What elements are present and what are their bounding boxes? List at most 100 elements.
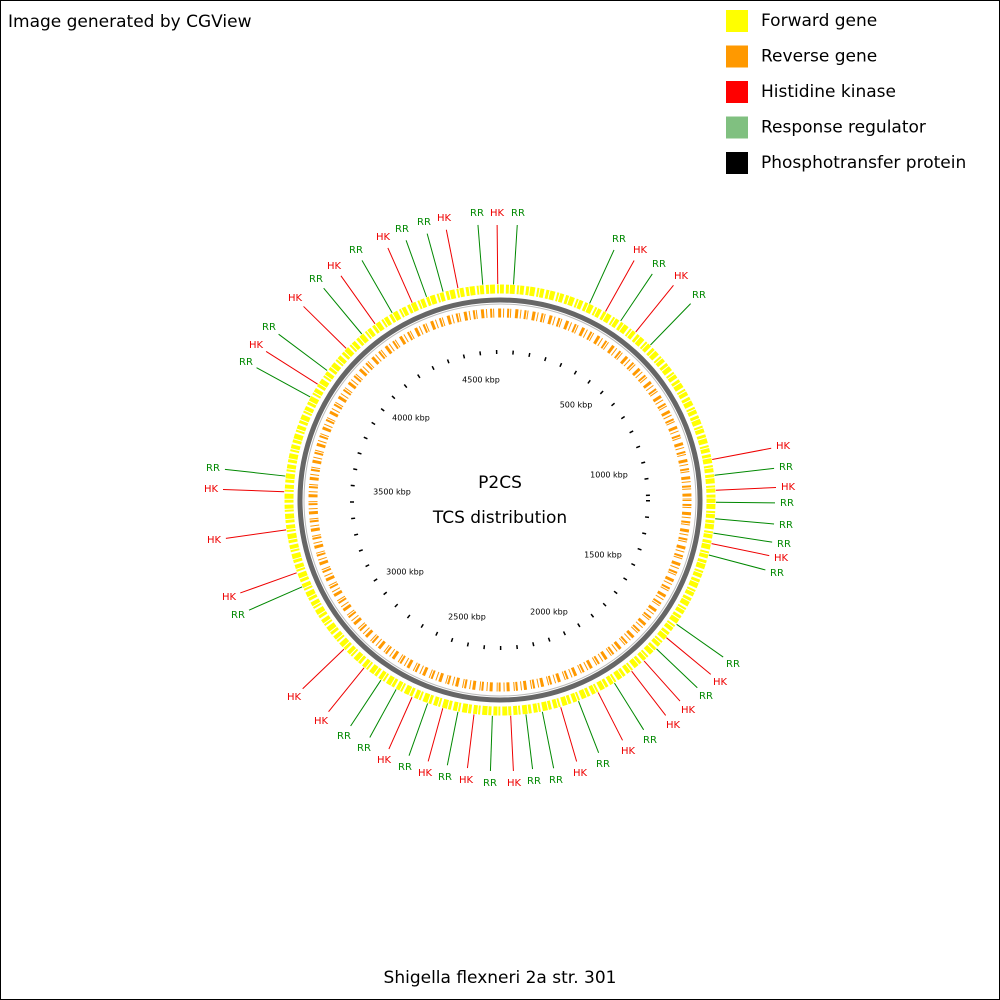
leader-line bbox=[715, 487, 777, 491]
reverse-genes bbox=[308, 308, 692, 692]
feature-label: HK bbox=[776, 441, 791, 452]
leader-line bbox=[541, 711, 555, 769]
leader-line bbox=[388, 697, 413, 750]
feature-label: RR bbox=[527, 776, 541, 787]
feature-label: RR bbox=[398, 762, 412, 773]
feature-label: RR bbox=[309, 274, 323, 285]
feature-label: RR bbox=[777, 539, 791, 550]
feature-label: RR bbox=[438, 772, 452, 783]
backbone bbox=[297, 297, 703, 703]
legend-label: Response regulator bbox=[761, 118, 926, 138]
leader-line bbox=[560, 707, 578, 762]
leader-line bbox=[477, 224, 484, 285]
feature-label: RR bbox=[780, 498, 794, 509]
leader-line bbox=[265, 351, 318, 385]
feature-label: HK bbox=[376, 232, 391, 243]
leader-line bbox=[350, 679, 382, 727]
leader-line bbox=[224, 468, 286, 477]
feature-label: RR bbox=[483, 778, 497, 789]
leader-line bbox=[340, 275, 376, 325]
leader-line bbox=[643, 660, 681, 702]
feature-label: RR bbox=[549, 775, 563, 786]
feature-label: HK bbox=[288, 293, 303, 304]
scale-label: 2500 kbp bbox=[448, 613, 486, 622]
leader-line bbox=[525, 714, 534, 770]
leader-line bbox=[635, 285, 674, 333]
scale-label: 1000 kbp bbox=[590, 471, 628, 480]
leader-line bbox=[614, 682, 645, 731]
feature-label: HK bbox=[774, 553, 789, 564]
leader-line bbox=[666, 637, 712, 675]
feature-label: HK bbox=[204, 484, 219, 495]
scale-label: 3500 kbp bbox=[373, 488, 411, 497]
legend-label: Histidine kinase bbox=[761, 82, 896, 102]
leader-line bbox=[597, 692, 623, 741]
forward-genes bbox=[284, 284, 716, 716]
leader-line bbox=[248, 586, 303, 611]
feature-label: RR bbox=[511, 208, 525, 219]
feature-label: RR bbox=[779, 462, 793, 473]
leader-line bbox=[328, 667, 365, 712]
legend-label: Forward gene bbox=[761, 11, 877, 31]
scale-label: 4000 kbp bbox=[392, 414, 430, 423]
leader-line bbox=[589, 249, 615, 304]
feature-label: RR bbox=[239, 357, 253, 368]
feature-label: HK bbox=[621, 746, 636, 757]
leader-line bbox=[631, 670, 667, 716]
legend-swatch bbox=[726, 116, 748, 139]
leader-line bbox=[605, 260, 635, 312]
leader-line bbox=[427, 708, 444, 762]
leader-line bbox=[445, 229, 459, 289]
feature-label: RR bbox=[699, 691, 713, 702]
feature-label: RR bbox=[206, 463, 220, 474]
leader-line bbox=[513, 224, 518, 285]
scale-label: 1500 kbp bbox=[584, 551, 622, 560]
legend-swatch bbox=[726, 81, 748, 103]
feature-label: RR bbox=[612, 234, 626, 245]
scale-label: 4500 kbp bbox=[462, 376, 500, 385]
feature-label: RR bbox=[692, 290, 706, 301]
scale-ticks bbox=[350, 350, 650, 650]
leader-line bbox=[489, 715, 493, 772]
feature-label: HK bbox=[207, 535, 222, 546]
feature-label: RR bbox=[652, 259, 666, 270]
leader-line bbox=[578, 701, 600, 754]
feature-label: HK bbox=[666, 720, 681, 731]
organism: Shigella flexneri 2a str. 301 bbox=[384, 968, 617, 988]
feature-label: RR bbox=[231, 610, 245, 621]
feature-label: HK bbox=[437, 213, 452, 224]
feature-label: RR bbox=[417, 217, 431, 228]
feature-label: RR bbox=[596, 759, 610, 770]
feature-label: HK bbox=[490, 208, 505, 219]
leader-line bbox=[713, 532, 773, 543]
legend-swatch bbox=[726, 10, 748, 32]
feature-label: HK bbox=[713, 677, 728, 688]
leader-line bbox=[303, 306, 347, 349]
leader-line bbox=[715, 518, 775, 525]
feature-label: HK bbox=[287, 692, 302, 703]
leader-line bbox=[656, 648, 698, 689]
scale-label: 3000 kbp bbox=[386, 568, 424, 577]
legend-swatch bbox=[726, 152, 748, 174]
feature-label: HK bbox=[633, 245, 648, 256]
feature-label: RR bbox=[726, 659, 740, 670]
leader-line bbox=[446, 711, 459, 766]
legend-label: Phosphotransfer protein bbox=[761, 153, 966, 173]
leader-line bbox=[225, 529, 287, 539]
feature-label: HK bbox=[377, 755, 392, 766]
feature-label: HK bbox=[459, 775, 474, 786]
feature-label: RR bbox=[349, 245, 363, 256]
feature-label: HK bbox=[249, 340, 264, 351]
leader-line bbox=[256, 367, 311, 398]
feature-label: RR bbox=[770, 568, 784, 579]
leader-line bbox=[405, 240, 428, 298]
backbone-inner bbox=[303, 303, 697, 697]
feature-label: RR bbox=[395, 224, 409, 235]
feature-label: HK bbox=[674, 271, 689, 282]
leader-line bbox=[715, 501, 776, 504]
leader-line bbox=[650, 303, 692, 346]
feature-label: RR bbox=[357, 743, 371, 754]
legend-swatch bbox=[726, 45, 748, 68]
